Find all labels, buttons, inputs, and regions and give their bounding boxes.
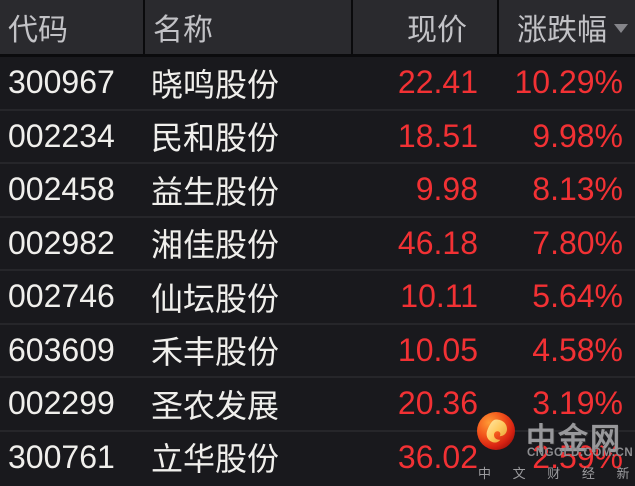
stock-change: 3.19% [532,385,623,422]
stock-code: 300967 [8,64,115,101]
table-body: 300967 晓鸣股份 22.41 10.29% 002234 民和股份 18.… [0,57,635,483]
stock-change: 10.29% [514,64,623,101]
stock-change: 9.98% [532,117,623,154]
stock-change: 8.13% [532,171,623,208]
stock-name: 湘佳股份 [151,227,280,264]
stock-code: 002458 [8,171,115,208]
stock-price: 20.36 [397,385,478,422]
table-row[interactable]: 300967 晓鸣股份 22.41 10.29% [0,57,635,109]
stock-code: 603609 [8,331,115,368]
column-header-code[interactable]: 代码 [0,0,143,54]
stock-code: 002746 [8,278,115,315]
column-header-name[interactable]: 名称 [143,0,351,54]
stock-code: 300761 [8,438,115,475]
stock-price: 10.11 [400,278,478,315]
stock-name: 禾丰股份 [151,334,280,371]
stock-price: 10.05 [397,331,478,368]
table-row[interactable]: 002982 湘佳股份 46.18 7.80% [0,215,635,270]
column-header-price[interactable]: 现价 [351,0,497,54]
column-header-change-label: 涨跌幅 [517,14,607,47]
table-row[interactable]: 002746 仙坛股份 10.11 5.64% [0,269,635,323]
stock-price: 18.51 [397,117,478,154]
column-header-name-label: 名称 [153,14,213,47]
column-header-price-label: 现价 [407,14,467,47]
table-row[interactable]: 002458 益生股份 9.98 8.13% [0,162,635,216]
stock-name: 立华股份 [151,441,280,478]
stock-name: 民和股份 [151,120,280,157]
sort-desc-icon [614,24,628,33]
stock-name: 益生股份 [151,173,280,210]
stock-name: 圣农发展 [151,387,280,424]
stock-name: 晓鸣股份 [151,66,280,103]
stock-name: 仙坛股份 [151,280,280,317]
table-row[interactable]: 002234 民和股份 18.51 9.98% [0,108,635,163]
stock-code: 002234 [8,117,115,154]
table-header: 代码 名称 现价 涨跌幅 [0,0,635,57]
stock-code: 002299 [8,385,115,422]
column-header-change[interactable]: 涨跌幅 [497,0,635,54]
table-row[interactable]: 300761 立华股份 36.02 2.59% [0,429,635,484]
table-row[interactable]: 603609 禾丰股份 10.05 4.58% [0,322,635,377]
column-header-code-label: 代码 [8,14,68,47]
stock-change: 4.58% [532,331,623,368]
stock-code: 002982 [8,224,115,261]
table-row[interactable]: 002299 圣农发展 20.36 3.19% [0,376,635,430]
stock-price: 36.02 [397,438,478,475]
stock-change: 7.80% [532,224,623,261]
stock-change: 5.64% [532,278,623,315]
stock-price: 9.98 [415,171,478,208]
stock-price: 22.41 [397,64,478,101]
stock-price: 46.18 [397,224,478,261]
stock-change: 2.59% [532,438,623,475]
